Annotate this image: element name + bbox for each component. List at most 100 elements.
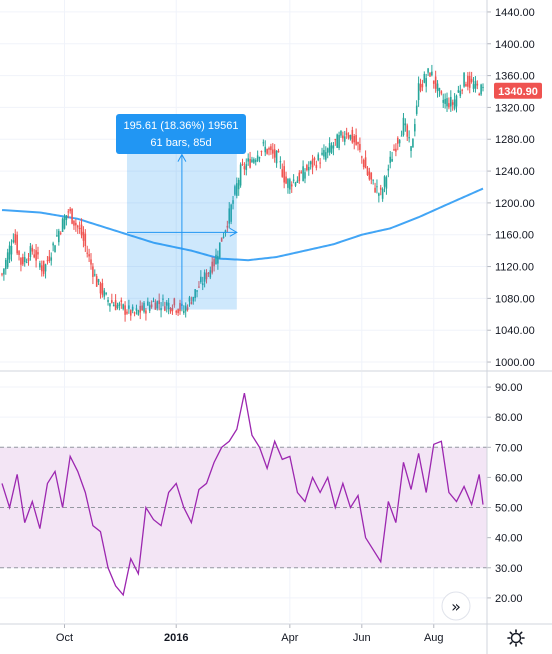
candle-body bbox=[336, 134, 338, 148]
candle-body bbox=[328, 143, 331, 153]
candle-body bbox=[141, 305, 143, 311]
price-tick-label: 1080.00 bbox=[495, 293, 535, 305]
candle-body bbox=[450, 96, 452, 107]
candle-body bbox=[92, 266, 94, 277]
candle-body bbox=[432, 80, 435, 84]
price-axis[interactable]: 1000.00 1040.00 1080.00 1120.00 1160.00 1200.… bbox=[487, 7, 535, 369]
candle-body bbox=[40, 265, 43, 272]
candle-body bbox=[273, 149, 276, 158]
rsi-path bbox=[1, 392, 484, 597]
candle-body bbox=[457, 90, 460, 93]
measure-tool[interactable] bbox=[126, 153, 238, 310]
candle-body bbox=[109, 303, 111, 307]
candle-body bbox=[395, 148, 397, 152]
candle-body bbox=[101, 282, 104, 295]
candle-body bbox=[334, 139, 337, 141]
candle-body bbox=[65, 215, 68, 221]
candle-body bbox=[292, 179, 295, 181]
candle-body bbox=[103, 290, 106, 297]
candle-body bbox=[359, 144, 361, 150]
candle-body bbox=[330, 145, 333, 153]
candle-body bbox=[385, 177, 388, 189]
candle-body bbox=[139, 305, 142, 313]
candle-body bbox=[6, 252, 9, 268]
candle-body bbox=[468, 75, 471, 88]
candle-body bbox=[33, 254, 35, 258]
candle-body bbox=[351, 129, 354, 143]
candle-body bbox=[167, 302, 170, 310]
time-axis[interactable]: Oct 2016 Apr Jun Aug bbox=[56, 624, 444, 644]
scroll-to-latest-button[interactable]: » bbox=[441, 591, 471, 621]
candle-body bbox=[387, 168, 390, 171]
time-tick-label: Jun bbox=[353, 632, 371, 644]
candle-body bbox=[14, 234, 17, 243]
candle-body bbox=[86, 252, 89, 254]
candle-body bbox=[82, 231, 85, 241]
candle-body bbox=[196, 290, 198, 292]
candle-body bbox=[355, 135, 357, 145]
candle-body bbox=[126, 311, 128, 314]
candle-body bbox=[156, 301, 159, 309]
candle-body bbox=[217, 255, 219, 264]
candle-body bbox=[228, 208, 231, 224]
candle-body bbox=[54, 245, 56, 253]
candle-body bbox=[194, 289, 196, 298]
price-tick-label: 1360.00 bbox=[495, 71, 535, 83]
candle-body bbox=[304, 172, 306, 179]
candle-body bbox=[453, 99, 456, 109]
candle-body bbox=[275, 150, 278, 164]
candle-body bbox=[357, 142, 359, 145]
candle-body bbox=[311, 159, 314, 168]
candle-body bbox=[260, 151, 263, 153]
candle-body bbox=[112, 304, 115, 307]
candle-body bbox=[234, 186, 236, 195]
candle-body bbox=[107, 299, 109, 302]
candle-body bbox=[73, 220, 75, 226]
candle-body bbox=[171, 307, 174, 312]
candle-body bbox=[182, 310, 185, 313]
candle-body bbox=[232, 200, 234, 204]
candle-body bbox=[150, 304, 153, 308]
candle-body bbox=[143, 302, 145, 312]
candle-body bbox=[111, 300, 113, 303]
rsi-tick-label: 40.00 bbox=[495, 533, 523, 545]
candle-body bbox=[164, 306, 166, 311]
candle-body bbox=[63, 217, 66, 229]
candle-body bbox=[268, 147, 270, 150]
candle-body bbox=[279, 161, 282, 163]
candle-body bbox=[147, 301, 149, 306]
double-chevron-right-icon: » bbox=[451, 597, 461, 616]
candle-body bbox=[307, 166, 310, 171]
candle-body bbox=[482, 86, 484, 88]
candle-body bbox=[296, 180, 299, 183]
candle-body bbox=[306, 165, 308, 171]
candle-body bbox=[80, 224, 83, 236]
candle-body bbox=[78, 227, 81, 230]
candle-body bbox=[133, 312, 136, 314]
candle-body bbox=[459, 90, 462, 97]
candle-body bbox=[25, 261, 28, 263]
candle-body bbox=[158, 300, 160, 305]
rsi-axis[interactable]: 20.00 30.00 40.00 50.00 60.00 70.00 80.00 90.00 bbox=[487, 382, 523, 605]
candle-body bbox=[448, 103, 450, 108]
time-tick-label: Apr bbox=[281, 632, 298, 644]
candle-body bbox=[294, 182, 297, 186]
candle-body bbox=[3, 268, 5, 275]
candle-body bbox=[472, 84, 475, 89]
candle-body bbox=[114, 300, 117, 311]
candle-body bbox=[436, 83, 439, 92]
candle-body bbox=[44, 264, 47, 272]
candle-body bbox=[152, 301, 155, 303]
price-tick-label: 1040.00 bbox=[495, 325, 535, 337]
rsi-line bbox=[1, 392, 484, 597]
candle-body bbox=[431, 71, 433, 76]
price-tick-label: 1120.00 bbox=[495, 262, 534, 274]
candle-body bbox=[323, 150, 325, 157]
candle-body bbox=[313, 157, 316, 161]
candle-body bbox=[391, 159, 393, 162]
candle-body bbox=[404, 123, 407, 126]
gear-icon[interactable] bbox=[507, 629, 525, 647]
candle-body bbox=[444, 98, 446, 104]
candle-body bbox=[277, 150, 280, 153]
